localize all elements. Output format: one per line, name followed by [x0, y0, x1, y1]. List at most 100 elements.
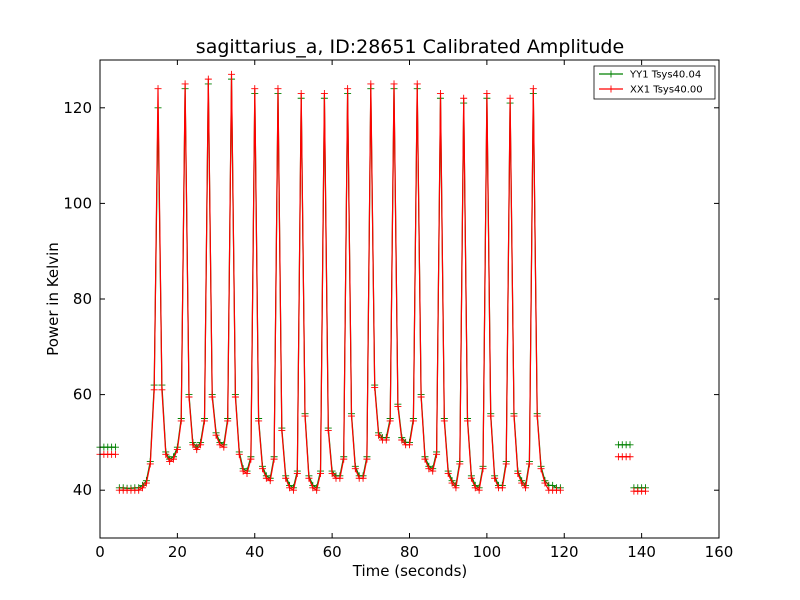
data-point [162, 450, 170, 458]
legend-swatch-marker [607, 85, 615, 93]
data-point [197, 441, 205, 449]
x-tick-label: 120 [550, 543, 579, 561]
data-point [224, 417, 232, 425]
data-point [409, 417, 417, 425]
data-point [440, 417, 448, 425]
x-axis-title: Time (seconds) [352, 562, 468, 580]
data-point [204, 75, 212, 83]
data-point [421, 455, 429, 463]
data-point [278, 426, 286, 434]
data-point [448, 479, 456, 487]
data-point [413, 80, 421, 88]
data-point [154, 85, 162, 93]
data-point [228, 70, 236, 78]
data-point [498, 484, 506, 492]
chart-title: sagittarius_a, ID:28651 Calibrated Ampli… [196, 36, 624, 58]
data-point [142, 479, 150, 487]
data-point [251, 85, 259, 93]
data-point [173, 446, 181, 454]
x-tick-label: 160 [705, 543, 734, 561]
data-point [502, 460, 510, 468]
data-point [347, 412, 355, 420]
data-point [282, 474, 290, 482]
data-point [626, 441, 634, 449]
data-point [529, 85, 537, 93]
y-tick-label: 80 [73, 290, 92, 308]
data-point [262, 474, 270, 482]
data-point [363, 455, 371, 463]
legend-box [593, 65, 716, 100]
data-point [111, 443, 119, 451]
data-point [475, 486, 483, 494]
x-tick-label: 60 [323, 543, 342, 561]
data-point [556, 486, 564, 494]
data-point [255, 417, 263, 425]
data-point [231, 393, 239, 401]
legend-label: XX1 Tsys40.00 [630, 85, 703, 96]
data-point [444, 469, 452, 477]
data-point [235, 450, 243, 458]
data-point [309, 484, 317, 492]
data-point [398, 436, 406, 444]
data-point [220, 443, 228, 451]
data-point [305, 474, 313, 482]
data-point [166, 458, 174, 466]
data-point [340, 455, 348, 463]
data-point [289, 486, 297, 494]
data-point [239, 467, 247, 475]
x-tick-label: 0 [95, 543, 105, 561]
data-point [189, 441, 197, 449]
y-tick-label: 100 [63, 194, 92, 212]
data-point [266, 477, 274, 485]
data-point [274, 85, 282, 93]
legend-swatch-marker [607, 70, 615, 78]
data-point [626, 453, 634, 461]
data-point [344, 85, 352, 93]
data-point [247, 455, 255, 463]
data-point [491, 474, 499, 482]
y-axis-title: Power in Kelvin [44, 242, 62, 356]
data-point [479, 465, 487, 473]
x-tick-label: 100 [473, 543, 502, 561]
data-point [460, 94, 468, 102]
data-point [243, 469, 251, 477]
data-point [537, 465, 545, 473]
data-point [390, 80, 398, 88]
legend: YY1 Tsys40.04 XX1 Tsys40.00 [593, 65, 716, 100]
data-point [320, 89, 328, 97]
data-point [200, 417, 208, 425]
legend-items: YY1 Tsys40.04 XX1 Tsys40.00 [599, 70, 703, 96]
data-point [146, 460, 154, 468]
data-point [317, 469, 325, 477]
y-tick-label: 60 [73, 386, 92, 404]
data-point [177, 417, 185, 425]
x-tick-label: 140 [627, 543, 656, 561]
data-point [522, 484, 530, 492]
data-point [417, 393, 425, 401]
x-tick-label: 80 [400, 543, 419, 561]
data-point [433, 450, 441, 458]
data-point [382, 436, 390, 444]
data-point [181, 80, 189, 88]
data-point [135, 486, 143, 494]
data-point [464, 417, 472, 425]
data-point [139, 484, 147, 492]
data-point [506, 94, 514, 102]
data-point [452, 484, 460, 492]
data-point [375, 431, 383, 439]
data-point [406, 441, 413, 449]
y-tick-label: 120 [63, 99, 92, 117]
x-tick-label: 20 [168, 543, 187, 561]
data-point [150, 386, 158, 394]
data-point [212, 431, 220, 439]
data-point [436, 89, 444, 97]
x-tick-label: 40 [245, 543, 264, 561]
data-point [514, 469, 522, 477]
data-point [533, 412, 541, 420]
data-point [641, 487, 649, 495]
data-point [193, 446, 201, 454]
data-point [313, 486, 321, 494]
data-point [541, 479, 549, 487]
data-point [324, 426, 332, 434]
